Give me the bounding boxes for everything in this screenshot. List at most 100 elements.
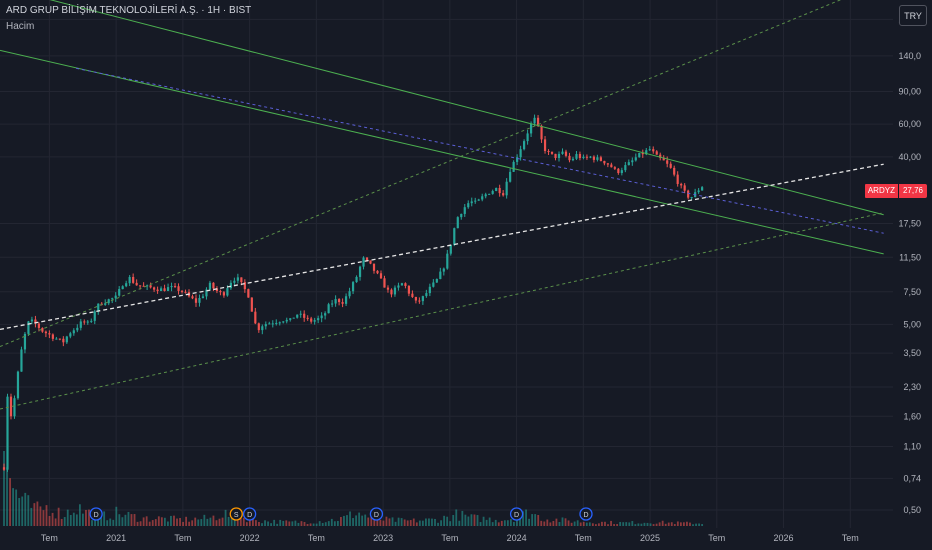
candle-body (624, 165, 627, 171)
candle-body (324, 313, 327, 316)
volume-bar (431, 518, 433, 526)
candle-body (362, 257, 365, 267)
currency-button[interactable]: TRY (899, 5, 927, 26)
candle-body (648, 149, 651, 151)
volume-bar (385, 516, 388, 526)
volume-bar (330, 518, 333, 526)
volume-bar (601, 521, 603, 526)
candle-body (51, 334, 54, 339)
candle-body (467, 203, 470, 208)
volume-bar (270, 523, 273, 526)
volume-bar (312, 523, 315, 526)
candle-body (93, 311, 96, 321)
volume-bar (561, 517, 564, 526)
volume-bar (613, 524, 615, 526)
volume-bar (598, 523, 600, 526)
volume-bar (127, 511, 130, 526)
candle-body (634, 157, 637, 161)
volume-bar (528, 518, 531, 526)
candle-body (310, 318, 313, 322)
volume-bar (549, 522, 552, 526)
volume-bar (352, 518, 354, 526)
candle-body (341, 302, 344, 304)
candle-body (156, 289, 159, 292)
volume-bar (33, 503, 36, 526)
volume-bar (163, 517, 166, 526)
volume-bar (203, 514, 206, 526)
volume-bar (45, 505, 48, 526)
volume-bar (461, 510, 464, 526)
volume-bar (622, 522, 625, 526)
candle-body (205, 289, 208, 297)
volume-bar (591, 523, 594, 526)
candle-body (296, 314, 299, 318)
volume-bar (540, 520, 543, 526)
volume-bar (136, 521, 139, 526)
volume-bar (236, 520, 239, 526)
candle-body (303, 313, 306, 318)
time-tick-label: Tem (308, 533, 325, 543)
candle-body (432, 282, 435, 287)
candle-body (292, 317, 295, 319)
volume-bar (425, 518, 427, 526)
volume-bar (695, 523, 697, 526)
candle-body (652, 149, 655, 152)
candle-body (442, 268, 445, 272)
candle-body (372, 263, 376, 271)
candle-body (215, 288, 219, 292)
volume-bar (349, 511, 351, 526)
volume-bar (676, 521, 679, 526)
volume-bar (397, 517, 400, 526)
candle-body (428, 286, 431, 294)
volume-bar (3, 451, 5, 526)
price-tick-label: 7,50 (903, 287, 921, 297)
candle-body (268, 323, 271, 325)
volume-bar (537, 515, 540, 526)
candle-body (142, 285, 145, 287)
volume-bar (637, 523, 640, 526)
volume-bar (634, 524, 637, 526)
volume-bar (434, 518, 436, 526)
time-tick-label: 2022 (240, 533, 260, 543)
candle-body (365, 257, 369, 261)
candle-body (701, 187, 704, 191)
candle-body (470, 201, 473, 204)
candle-body (397, 285, 400, 288)
candle-body (331, 303, 334, 305)
time-tick-label: 2024 (507, 533, 527, 543)
candle-body (673, 167, 676, 175)
price-tick-label: 90,00 (898, 86, 921, 96)
candle-body (627, 162, 630, 166)
candle-body (379, 273, 383, 279)
volume-bar (15, 489, 18, 526)
volume-bar (519, 516, 521, 526)
trendlines[interactable] (0, 0, 884, 410)
volume-bar (191, 520, 194, 526)
volume-bar (610, 520, 612, 526)
candle-body (687, 190, 690, 198)
volume-bar (133, 514, 136, 526)
candle-body (641, 152, 644, 155)
candle-body (34, 319, 37, 324)
time-axis[interactable]: Tem 2021 Tem 2022 Tem 2023 Tem 2024 Tem 2025 Tem 20… (41, 533, 859, 543)
candle-body (491, 190, 494, 194)
volume-bar (455, 509, 458, 526)
volume-bar (485, 519, 488, 526)
volume-bar (418, 520, 421, 526)
volume-bar (534, 514, 537, 526)
volume-bar (588, 522, 591, 526)
volume-bar (531, 514, 534, 526)
volume-bar (406, 520, 409, 526)
price-tick-label: 5,00 (903, 319, 921, 329)
candle-body (418, 300, 421, 302)
volume-bar (294, 520, 297, 526)
volume-bar (428, 518, 430, 526)
volume-bar (361, 515, 364, 526)
event-marker-circle (229, 507, 243, 521)
volume-bar (604, 521, 606, 526)
candle-body (264, 324, 267, 327)
volume-bar (24, 492, 27, 526)
volume-bar (449, 521, 452, 526)
